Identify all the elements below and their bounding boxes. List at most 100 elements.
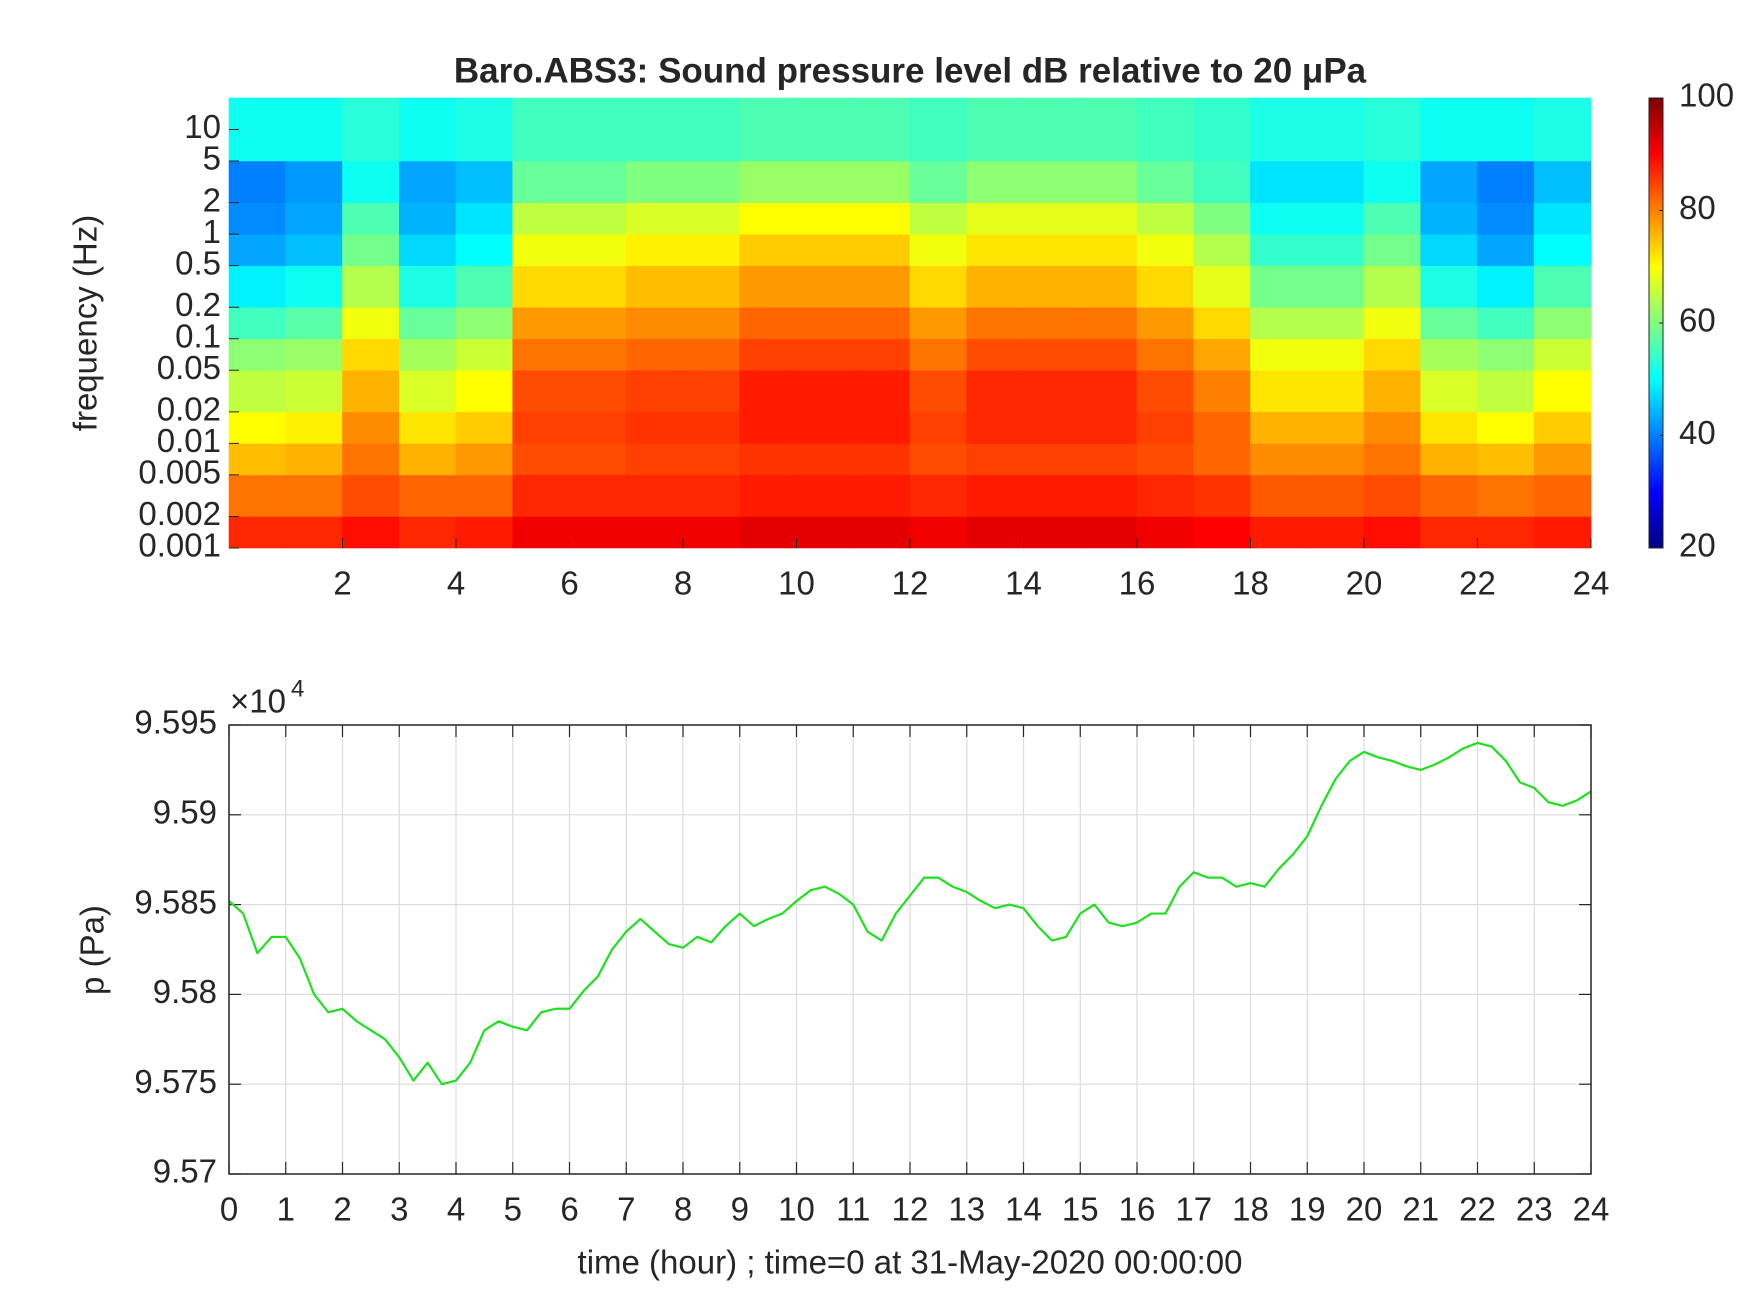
heatmap-cell [909, 265, 968, 308]
heatmap-cell [1420, 338, 1478, 371]
heatmap-cell [682, 265, 741, 308]
heatmap-cell [1533, 443, 1592, 476]
y-tick-label: 2 [203, 181, 221, 218]
x-tick-label: 20 [1346, 565, 1383, 602]
heatmap-cell [1023, 306, 1081, 340]
heatmap-cell [1306, 474, 1365, 517]
heatmap-cell [569, 160, 627, 203]
heatmap-cell [852, 97, 911, 162]
x-tick-label: 18 [1232, 565, 1269, 602]
heatmap-cell [228, 474, 287, 517]
heatmap-cell [1363, 265, 1422, 308]
heatmap-cell [1420, 265, 1478, 308]
heatmap-cell [512, 306, 570, 340]
x-tick-label: 12 [892, 565, 929, 602]
x-tick-label: 4 [447, 565, 465, 602]
heatmap-cell [512, 338, 570, 371]
heatmap-cell [1193, 338, 1251, 371]
heatmap-cell [966, 443, 1024, 476]
x-tick-label: 2 [333, 1191, 351, 1228]
heatmap-cell [1533, 160, 1592, 203]
heatmap-cell [398, 265, 457, 308]
x-tick-label: 6 [560, 1191, 578, 1228]
heatmap-cell [455, 306, 514, 340]
x-tick-label: 16 [1119, 565, 1156, 602]
x-tick-label: 12 [892, 1191, 929, 1228]
heatmap-cell [285, 202, 343, 235]
heatmap-cell [625, 97, 684, 162]
heatmap-cell [739, 202, 797, 235]
heatmap-cell [909, 306, 968, 340]
heatmap-cell [625, 443, 684, 476]
heatmap-cell [796, 233, 854, 266]
heatmap-cell [796, 516, 854, 549]
x-tick-label: 3 [390, 1191, 408, 1228]
heatmap-cell [1023, 160, 1081, 203]
heatmap-cell [228, 265, 287, 308]
heatmap-cell [1136, 265, 1195, 308]
y-tick-label: 5 [203, 140, 221, 177]
heatmap-cell [1193, 306, 1251, 340]
heatmap-cell [1420, 233, 1478, 266]
heatmap-cell [1079, 233, 1138, 266]
heatmap-cell [909, 97, 968, 162]
heatmap-cell [1079, 369, 1138, 413]
y-multiplier-exponent: 4 [291, 675, 304, 702]
heatmap-cell [569, 516, 627, 549]
heatmap-cell [512, 474, 570, 517]
heatmap-cell [966, 160, 1024, 203]
heatmap-cell [739, 443, 797, 476]
heatmap-cell [285, 306, 343, 340]
heatmap-cell [569, 474, 627, 517]
heatmap-cell [1533, 233, 1592, 266]
heatmap-cell [455, 443, 514, 476]
heatmap-cell [1136, 97, 1195, 162]
heatmap-cell [682, 474, 741, 517]
heatmap-cell [1533, 265, 1592, 308]
y-tick-label: 9.575 [134, 1063, 217, 1100]
x-tick-label: 13 [948, 1191, 985, 1228]
heatmap-cell [1250, 97, 1308, 162]
heatmap-cell [852, 265, 911, 308]
heatmap-cell [398, 474, 457, 517]
heatmap-cell [569, 265, 627, 308]
heatmap-cell [1250, 443, 1308, 476]
y-tick-label: 9.595 [134, 704, 217, 741]
heatmap-cell [1477, 233, 1535, 266]
x-tick-label: 0 [220, 1191, 238, 1228]
heatmap-cell [228, 443, 287, 476]
x-tick-label: 21 [1402, 1191, 1439, 1228]
heatmap-cell [1023, 202, 1081, 235]
heatmap-cell [1477, 411, 1535, 444]
colorbar-tick-label: 100 [1679, 77, 1734, 114]
heatmap-cell [1193, 443, 1251, 476]
x-tick-label: 1 [277, 1191, 295, 1228]
heatmap-cell [512, 97, 570, 162]
y-multiplier: ×10 [230, 683, 286, 720]
heatmap-cell [285, 443, 343, 476]
heatmap-cell [739, 338, 797, 371]
heatmap-cell [1363, 97, 1422, 162]
heatmap-cell [1420, 411, 1478, 444]
heatmap-cell [1363, 306, 1422, 340]
heatmap-cell [909, 202, 968, 235]
heatmap-cell [1363, 160, 1422, 203]
heatmap-cell [966, 516, 1024, 549]
heatmap-cell [398, 369, 457, 413]
heatmap-cell [682, 443, 741, 476]
heatmap-cell [796, 265, 854, 308]
heatmap-cell [739, 474, 797, 517]
heatmap-cell [966, 306, 1024, 340]
heatmap-cell [852, 233, 911, 266]
heatmap-cell [1363, 443, 1422, 476]
heatmap-cell [1023, 516, 1081, 549]
heatmap-cell [1193, 160, 1251, 203]
heatmap-cell [1250, 516, 1308, 549]
heatmap-cell [455, 160, 514, 203]
heatmap-cell [512, 443, 570, 476]
heatmap-cell [1533, 411, 1592, 444]
heatmap-cell [455, 233, 514, 266]
heatmap-cell [455, 265, 514, 308]
x-tick-label: 11 [836, 1191, 870, 1228]
y-tick-label: 0.2 [175, 286, 221, 323]
